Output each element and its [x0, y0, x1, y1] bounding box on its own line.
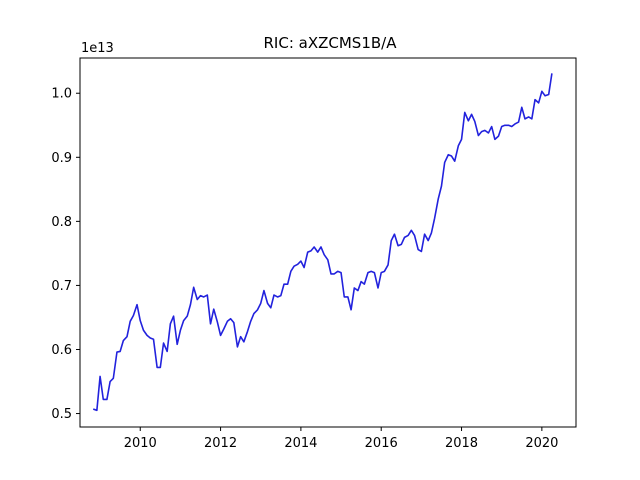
plot-area — [92, 73, 553, 412]
y-tick-label: 0.9 — [51, 151, 72, 166]
chart-title: RIC: aXZCMS1B/A — [264, 34, 398, 52]
x-tick-label: 2020 — [525, 436, 558, 451]
y-axis-ticks: 0.5 0.6 0.7 0.8 0.9 1.0 — [51, 87, 80, 422]
y-tick-label: 0.8 — [51, 215, 72, 230]
y-axis-offset-label: 1e13 — [81, 41, 114, 56]
x-tick-label: 2018 — [445, 436, 478, 451]
series-line-0 — [92, 73, 553, 412]
x-tick-label: 2010 — [124, 436, 157, 451]
y-tick-label: 0.7 — [51, 279, 72, 294]
x-tick-label: 2014 — [284, 436, 317, 451]
x-tick-label: 2012 — [204, 436, 237, 451]
y-tick-label: 1.0 — [51, 87, 72, 102]
y-tick-label: 0.6 — [51, 343, 72, 358]
axes-frame — [79, 57, 577, 428]
x-axis-ticks: 2010 2012 2014 2016 2018 2020 — [124, 427, 558, 451]
x-tick-label: 2016 — [365, 436, 398, 451]
y-tick-label: 0.5 — [51, 407, 72, 422]
